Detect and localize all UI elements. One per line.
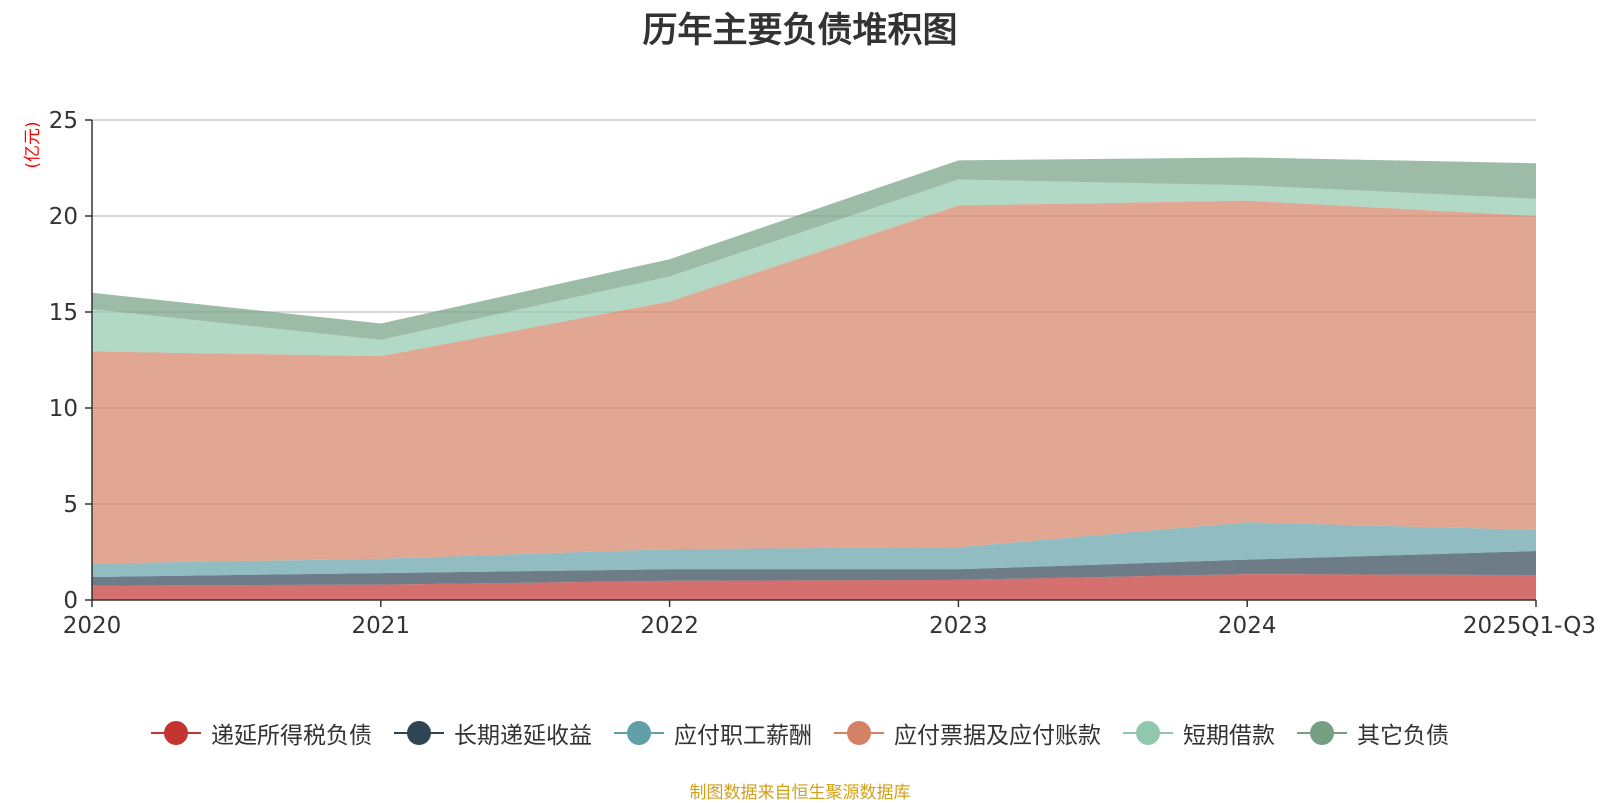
legend-marker-icon xyxy=(394,720,444,746)
legend-item-3[interactable]: 应付职工薪酬 xyxy=(614,716,812,750)
axes: 0 5 10 15 20 25 2020 2021 2022 2023 2024 2025Q1-Q3 xyxy=(49,108,1596,639)
legend-label: 长期递延收益 xyxy=(454,723,592,749)
legend-item-2[interactable]: 长期递延收益 xyxy=(394,716,592,750)
area-series-4 xyxy=(92,200,1536,564)
y-tick-label: 5 xyxy=(63,492,78,518)
y-axis-label: (亿元) xyxy=(23,121,43,168)
legend: 递延所得税负债 长期递延收益 应付职工薪酬 应付票据及应付账款 短期借款 其它负债 xyxy=(0,713,1600,753)
legend-label: 应付职工薪酬 xyxy=(674,723,812,749)
area-series-6 xyxy=(92,157,1536,340)
legend-label: 应付票据及应付账款 xyxy=(894,723,1101,749)
x-tick-label: 2024 xyxy=(1218,613,1277,639)
legend-label: 其它负债 xyxy=(1357,723,1449,749)
x-tick-label: 2022 xyxy=(640,613,699,639)
legend-item-5[interactable]: 短期借款 xyxy=(1123,716,1275,750)
legend-label: 递延所得税负债 xyxy=(211,723,372,749)
area-series-1 xyxy=(92,574,1536,600)
chart-title: 历年主要负债堆积图 xyxy=(642,11,958,51)
legend-marker-icon xyxy=(834,720,884,746)
x-tick-label: 2021 xyxy=(352,613,411,639)
legend-item-4[interactable]: 应付票据及应付账款 xyxy=(834,716,1101,750)
y-tick-label: 25 xyxy=(49,108,78,134)
y-tick-label: 10 xyxy=(49,396,78,422)
legend-marker-icon xyxy=(1123,720,1173,746)
y-tick-label: 15 xyxy=(49,300,78,326)
x-tick-label: 2023 xyxy=(929,613,988,639)
area-series xyxy=(92,157,1536,600)
legend-marker-icon xyxy=(614,720,664,746)
source-note: 制图数据来自恒生聚源数据库 xyxy=(689,783,911,803)
legend-item-6[interactable]: 其它负债 xyxy=(1297,716,1449,750)
legend-marker-icon xyxy=(151,720,201,746)
area-series-5 xyxy=(92,179,1536,357)
area-series-3 xyxy=(92,522,1536,577)
y-tick-label: 0 xyxy=(63,588,78,614)
legend-label: 短期借款 xyxy=(1183,723,1275,749)
legend-marker-icon xyxy=(1297,720,1347,746)
legend-item-1[interactable]: 递延所得税负债 xyxy=(151,716,372,750)
x-tick-label: 2025Q1-Q3 xyxy=(1463,613,1596,639)
area-series-2 xyxy=(92,551,1536,586)
x-tick-label: 2020 xyxy=(63,613,122,639)
y-tick-label: 20 xyxy=(49,204,78,230)
